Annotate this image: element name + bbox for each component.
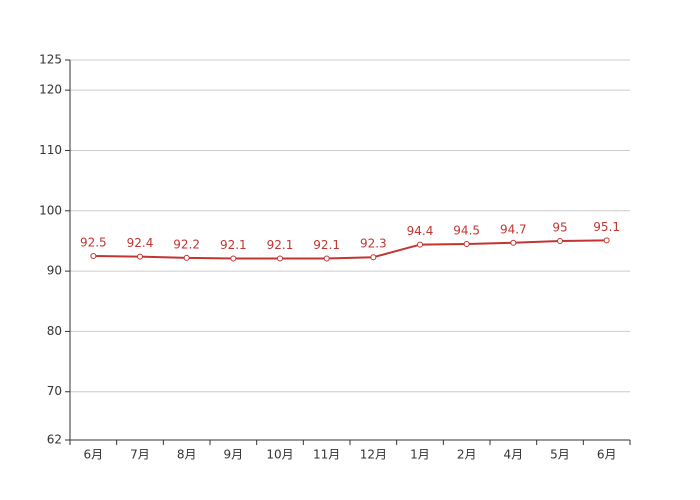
value-label: 92.2: [173, 237, 200, 251]
point: [417, 241, 423, 248]
value-label: 95.1: [593, 220, 620, 234]
x-tick-label: 6月: [84, 448, 104, 462]
y-tick-label: 62: [47, 433, 62, 447]
value-label: 92.4: [127, 236, 154, 250]
x-tick-label: 9月: [224, 448, 244, 462]
point: [463, 240, 470, 247]
x-tick-label: 11月: [313, 448, 340, 462]
y-tick-label: 120: [39, 83, 62, 97]
point: [90, 253, 97, 260]
y-tick-label: 110: [39, 143, 62, 157]
x-tick-label: 4月: [504, 448, 524, 462]
x-tick-label: 10月: [266, 448, 293, 462]
x-tick-label: 7月: [130, 448, 150, 462]
value-label: 92.1: [220, 238, 247, 252]
value-label: 92.1: [267, 238, 294, 252]
point: [277, 255, 283, 262]
y-tick-label: 80: [47, 324, 62, 338]
point: [603, 237, 610, 244]
x-tick-label: 6月: [597, 448, 617, 462]
x-tick-label: 2月: [457, 448, 477, 462]
point: [137, 253, 143, 260]
x-tick-label: 8月: [177, 448, 197, 462]
value-label: 94.7: [500, 222, 527, 236]
x-tick-label: 5月: [550, 448, 570, 462]
point: [557, 237, 563, 244]
x-tick-label: 1月: [410, 448, 430, 462]
point: [183, 254, 190, 261]
value-label: 92.1: [313, 238, 340, 252]
point: [370, 254, 377, 261]
value-label: 94.4: [407, 224, 434, 238]
point: [230, 255, 237, 262]
y-tick-label: 125: [39, 53, 62, 67]
value-label: 92.5: [80, 236, 107, 250]
line: [93, 239, 607, 260]
value-label: 95: [552, 220, 567, 234]
value-label: 92.3: [360, 237, 387, 251]
x-tick-label: 12月: [360, 448, 387, 462]
value-label: 94.5: [453, 223, 480, 237]
point: [323, 255, 330, 262]
y-tick-label: 100: [39, 203, 62, 217]
y-tick-label: 70: [47, 384, 62, 398]
y-tick-label: 90: [47, 264, 62, 278]
point: [510, 239, 517, 246]
